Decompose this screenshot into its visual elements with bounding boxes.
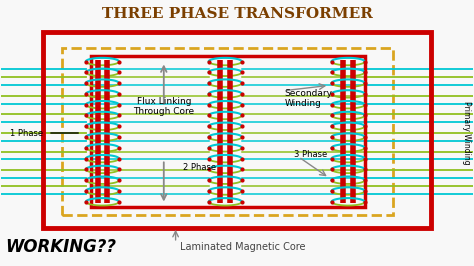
Text: Flux Linking
Through Core: Flux Linking Through Core [133, 97, 194, 116]
Text: 3 Phase: 3 Phase [294, 150, 327, 159]
Text: Secondary
Winding: Secondary Winding [284, 89, 332, 108]
Bar [43, 32, 431, 228]
Text: 2 Phase: 2 Phase [182, 163, 216, 172]
Text: Laminated Magnetic Core: Laminated Magnetic Core [180, 242, 306, 252]
Text: THREE PHASE TRANSFORMER: THREE PHASE TRANSFORMER [101, 7, 373, 21]
Text: WORKING??: WORKING?? [6, 238, 117, 256]
Bar [62, 48, 393, 215]
Bar [91, 56, 365, 207]
Text: Primary Winding: Primary Winding [462, 101, 471, 165]
Text: 1 Phase: 1 Phase [10, 128, 43, 138]
